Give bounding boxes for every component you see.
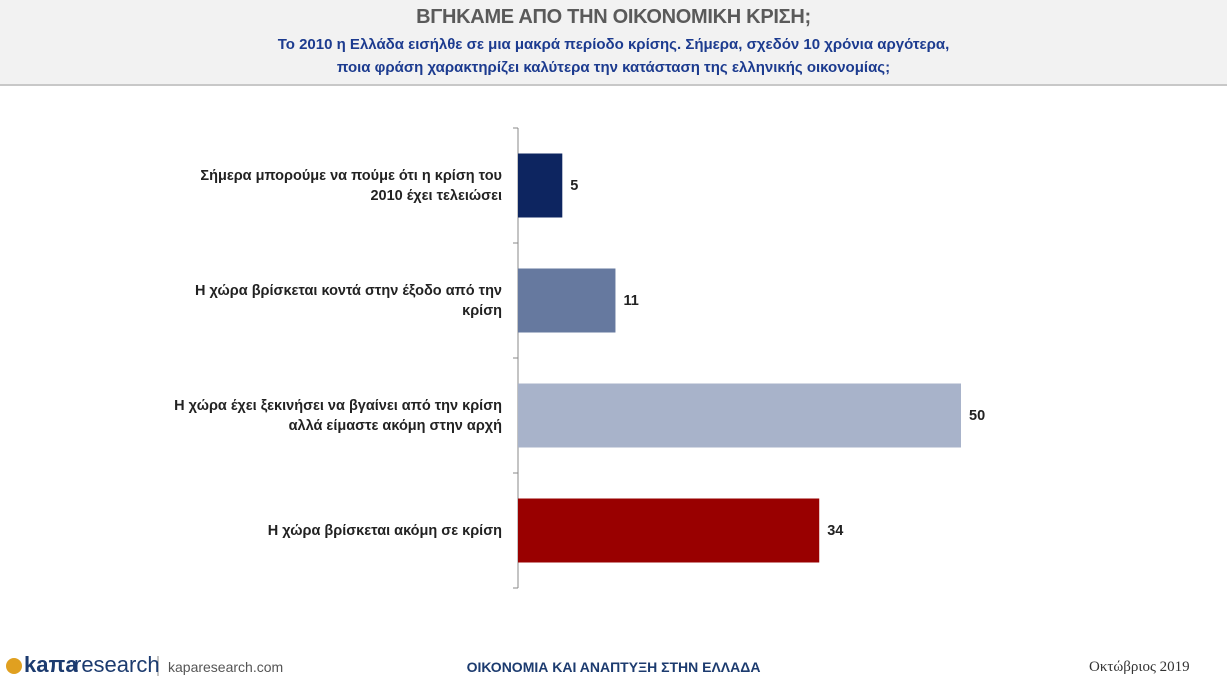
bar <box>518 153 563 218</box>
category-label: Η χώρα βρίσκεται κοντά στην έξοδο από τη… <box>194 282 502 319</box>
date: Οκτώβριος 2019 <box>1089 659 1190 675</box>
bar <box>518 498 820 563</box>
bar <box>518 383 961 448</box>
logo-left: kaπa <box>24 652 78 677</box>
logo-mark <box>6 658 22 674</box>
value-label: 50 <box>969 407 986 424</box>
category-label: Η χώρα βρίσκεται ακόμη σε κρίση <box>267 522 502 539</box>
category-label: Η χώρα έχει ξεκινήσει να βγαίνει από την… <box>174 397 502 434</box>
chart-title: ΒΓΗΚΑΜΕ ΑΠΟ ΤΗΝ ΟΙΚΟΝΟΜΙΚΗ ΚΡΙΣΗ; <box>416 6 811 28</box>
website: kaparesearch.com <box>168 659 284 675</box>
bar <box>518 268 616 333</box>
footer-title: ΟΙΚΟΝΟΜΙΑ ΚΑΙ ΑΝΑΠΤΥΞΗ ΣΤΗΝ ΕΛΛΑΔΑ <box>466 659 761 675</box>
header: ΒΓΗΚΑΜΕ ΑΠΟ ΤΗΝ ΟΙΚΟΝΟΜΙΚΗ ΚΡΙΣΗ; Το 201… <box>0 0 1227 86</box>
category-label: Σήμερα μπορούμε να πούμε ότι η κρίση του… <box>200 167 502 204</box>
value-label: 11 <box>623 292 639 309</box>
value-label: 34 <box>827 522 844 539</box>
logo-right: research <box>74 652 160 677</box>
subtitle: ποια φράση χαρακτηρίζει καλύτερα την κατ… <box>336 59 891 76</box>
subtitle: Το 2010 η Ελλάδα εισήλθε σε μια μακρά πε… <box>277 36 950 53</box>
value-label: 5 <box>570 177 579 194</box>
